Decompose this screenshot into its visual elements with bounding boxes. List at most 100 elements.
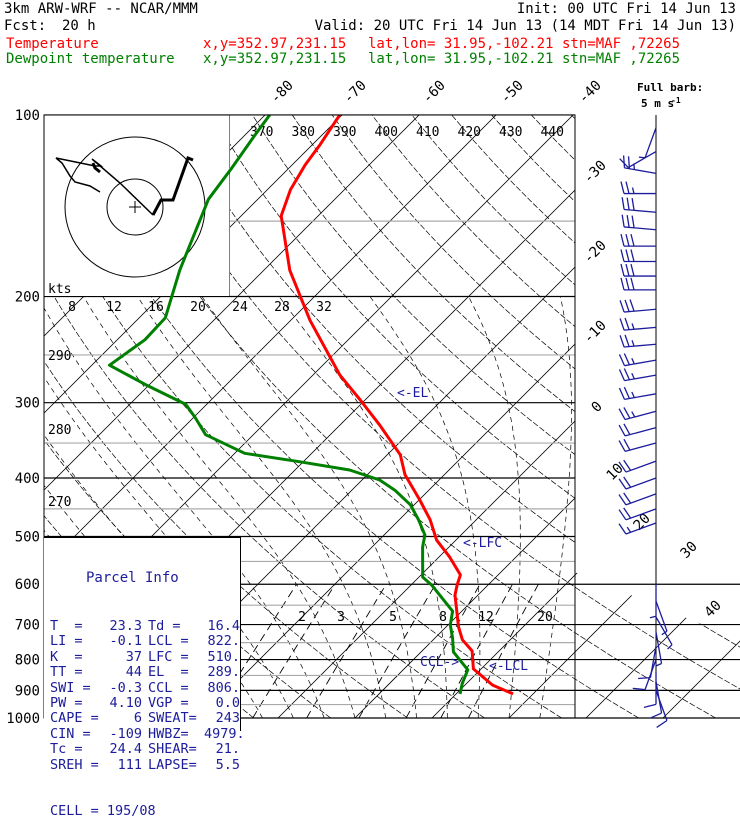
isotherm-label: -70 (341, 78, 370, 107)
isotherm-label: 0 (589, 399, 606, 416)
parcel-value: 243 (204, 711, 240, 726)
parcel-label: SWEAT= (142, 711, 204, 726)
knot-scale-label: 12 (106, 300, 122, 315)
theta-label: 280 (48, 423, 71, 438)
isotherm-label: 10 (604, 461, 627, 484)
parcel-value: 23.3 (100, 619, 142, 634)
pressure-tick-label: 500 (15, 529, 40, 545)
lcl-marker: <-LCL (489, 659, 528, 674)
barb-feather (622, 215, 624, 227)
barb-half-feather (650, 616, 656, 618)
isotherm-label: -30 (581, 158, 610, 187)
parcel-value: -0.1 (100, 634, 142, 649)
pressure-tick-label: 100 (15, 108, 40, 124)
barb-feather (621, 250, 624, 262)
knot-scale-label: 16 (148, 300, 164, 315)
barb-feather (624, 368, 629, 379)
barb-feather (620, 335, 624, 347)
wind-barb (624, 155, 656, 173)
pressure-tick-label: 1000 (6, 711, 40, 727)
moist-adiabat (540, 297, 572, 719)
hodograph-kts-label: kts (48, 282, 71, 297)
barb-feather (624, 407, 630, 418)
wind-barb (619, 477, 656, 489)
barb-feather (629, 156, 630, 168)
barb-half-feather (627, 527, 630, 532)
barb-feather (626, 250, 629, 262)
wind-barb (621, 234, 656, 246)
isotherm-label: 30 (678, 539, 701, 562)
barb-feather (619, 354, 624, 365)
mixing-ratio-label: 2 (298, 610, 306, 625)
wind-barb (619, 493, 656, 505)
pressure-tick-label: 300 (15, 396, 40, 412)
pressure-tick-label: 200 (15, 289, 40, 305)
parcel-cell-value: CELL = 195/08 (50, 804, 156, 819)
isotherm-label: 40 (702, 598, 725, 621)
wind-barb (622, 215, 656, 230)
barb-feather (631, 264, 634, 276)
barb-feather (624, 460, 631, 470)
barb-feather (631, 234, 634, 246)
wind-barb (619, 407, 656, 419)
theta-label: 430 (499, 125, 522, 140)
wind-barb (621, 182, 656, 194)
parcel-value: 4.10 (100, 696, 142, 711)
parcel-label: PW = (50, 696, 100, 711)
temperature-trace (281, 115, 513, 694)
wind-barb (656, 601, 667, 635)
pressure-tick-label: 400 (15, 471, 40, 487)
wind-barb (620, 318, 656, 330)
parcel-value: 806. (204, 681, 240, 696)
isotherm-line (509, 115, 740, 718)
parcel-value: 44 (100, 665, 142, 680)
barb-feather (619, 369, 624, 380)
parcel-label: LCL = (142, 634, 204, 649)
barb-feather (624, 155, 625, 167)
barb-feather (624, 439, 630, 450)
barb-feather (624, 477, 631, 487)
barb-feather (620, 300, 624, 312)
parcel-label: K = (50, 650, 100, 665)
isotherm-label: -20 (581, 238, 610, 267)
ccl-marker: CCL-> (420, 655, 459, 670)
parcel-label: VGP = (142, 696, 204, 711)
barb-feather (657, 720, 667, 727)
wind-barb (622, 197, 656, 212)
dry-adiabat (492, 115, 740, 718)
wind-barb (619, 354, 656, 366)
theta-label: 420 (458, 125, 481, 140)
barb-shaft (656, 690, 667, 720)
barb-feather (632, 198, 634, 210)
barb-shaft (645, 660, 656, 690)
wind-barb (656, 632, 662, 666)
pressure-tick-label: 800 (15, 653, 40, 669)
theta-label: 290 (48, 349, 71, 364)
parcel-value: 6 (100, 711, 142, 726)
dry-adiabat (611, 115, 740, 718)
mixing-ratio-label: 8 (439, 610, 447, 625)
barb-feather (630, 299, 634, 311)
barb-feather (624, 493, 631, 503)
mixing-ratio-label: 12 (478, 610, 494, 625)
wind-barb (619, 460, 656, 472)
parcel-label: EL = (142, 665, 204, 680)
mixing-ratio-label: 5 (389, 610, 397, 625)
pressure-tick-label: 600 (15, 577, 40, 593)
parcel-label: T = (50, 619, 100, 634)
theta-label: 410 (416, 125, 439, 140)
barb-legend-exponent: -1 (671, 96, 681, 105)
parcel-label: SHEAR= (142, 742, 204, 757)
wind-barb (621, 278, 656, 290)
barb-feather (644, 704, 656, 707)
pressure-tick-label: 700 (15, 618, 40, 634)
parcel-label: CCL = (142, 681, 204, 696)
barb-feather (632, 216, 634, 228)
barb-feather (624, 508, 631, 518)
barb-half-feather (632, 392, 635, 398)
